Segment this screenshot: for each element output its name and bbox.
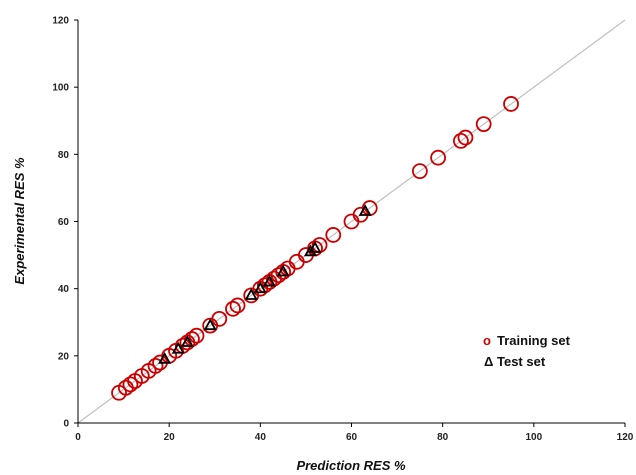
training-point xyxy=(188,327,205,344)
training-point xyxy=(430,149,447,166)
training-point xyxy=(457,129,474,146)
axes xyxy=(74,19,626,427)
x-tick-label: 120 xyxy=(617,432,634,443)
x-tick-label: 100 xyxy=(525,432,542,443)
x-tick-label: 80 xyxy=(437,432,449,443)
test-point xyxy=(308,241,322,253)
training-point xyxy=(452,132,469,149)
test-point xyxy=(262,274,276,287)
training-point xyxy=(122,376,139,393)
test-point xyxy=(253,281,267,294)
test-point xyxy=(276,264,290,277)
tick-labels: 0 20 40 60 80 100 120 0 20 40 60 80 100 120 xyxy=(52,16,633,444)
test-point xyxy=(158,351,172,364)
test-point xyxy=(244,288,258,300)
legend-label-test: Test set xyxy=(497,354,546,369)
training-point xyxy=(225,300,241,317)
training-point xyxy=(229,297,246,314)
training-point xyxy=(147,358,164,374)
legend: o Training set Δ Test set xyxy=(483,333,571,369)
data-points xyxy=(111,96,519,401)
test-point xyxy=(180,335,194,347)
training-point xyxy=(211,310,228,327)
y-tick-label: 0 xyxy=(63,419,69,430)
x-tick-label: 40 xyxy=(255,432,267,443)
legend-symbol-test: Δ xyxy=(484,354,493,369)
test-point xyxy=(171,341,185,354)
y-tick-label: 60 xyxy=(58,217,70,228)
y-tick-label: 120 xyxy=(52,16,69,27)
training-point xyxy=(411,163,428,180)
test-point xyxy=(303,244,318,257)
x-axis-title: Prediction RES % xyxy=(296,458,406,473)
training-point xyxy=(503,96,519,112)
y-tick-label: 100 xyxy=(52,83,69,94)
legend-symbol-training: o xyxy=(483,333,491,348)
test-point xyxy=(203,318,217,331)
y-tick-label: 40 xyxy=(58,284,70,295)
y-tick-label: 20 xyxy=(58,351,70,362)
training-point xyxy=(475,116,492,133)
x-tick-label: 20 xyxy=(164,432,176,443)
reference-line-layer xyxy=(77,19,626,424)
legend-label-training: Training set xyxy=(497,333,571,348)
x-tick-label: 0 xyxy=(75,432,81,443)
y-tick-label: 80 xyxy=(58,150,70,161)
training-point xyxy=(325,227,342,243)
reference-line-y-equals-x xyxy=(77,19,626,424)
test-point xyxy=(358,204,372,216)
x-tick-label: 60 xyxy=(346,432,358,443)
y-axis-title: Experimental RES % xyxy=(12,157,27,285)
